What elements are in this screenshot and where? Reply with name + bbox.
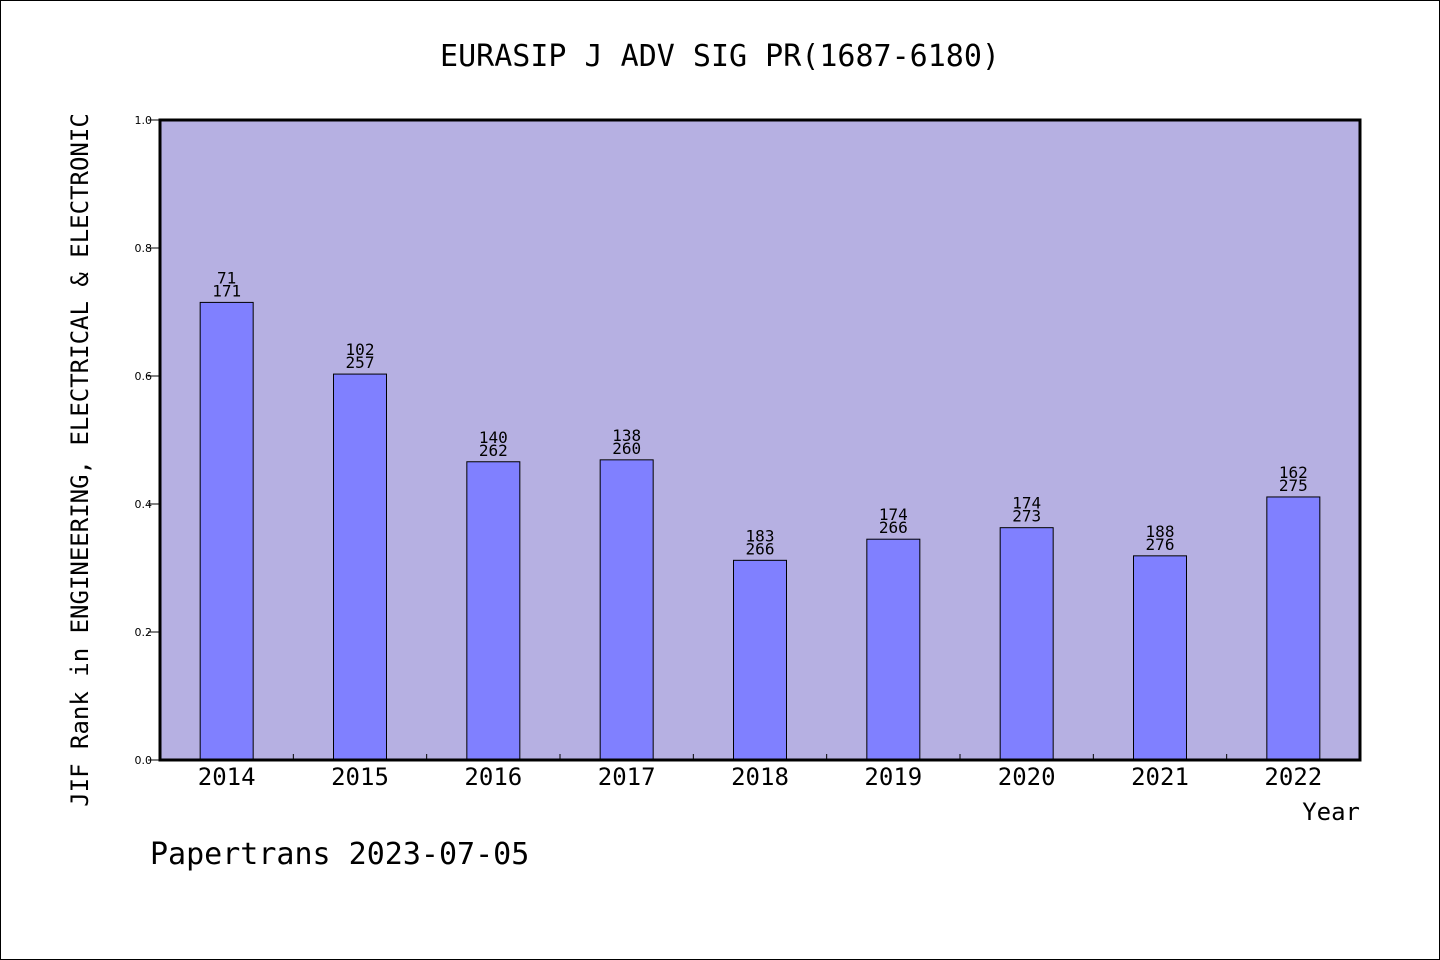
data-label-total-2017: 260 [612, 439, 641, 458]
bar-2022 [1266, 496, 1321, 761]
data-label-total-2015: 257 [346, 353, 375, 372]
bar-2018 [733, 559, 787, 761]
x-tick-label-2016: 2016 [464, 763, 522, 791]
data-label-rank-2015: 102 [346, 340, 375, 359]
data-label-rank-2022: 162 [1279, 463, 1308, 482]
data-label-rank-2021: 188 [1146, 522, 1175, 541]
x-tick-label-2014: 2014 [198, 763, 256, 791]
data-label-rank-2019: 174 [879, 505, 908, 524]
data-label-rank-2017: 138 [612, 426, 641, 445]
data-label-rank-2018: 183 [746, 526, 775, 545]
data-label-total-2020: 273 [1012, 507, 1041, 526]
data-label-total-2016: 262 [479, 441, 508, 460]
x-tick-label-2020: 2020 [998, 763, 1056, 791]
watermark-text: Papertrans 2023-07-05 [150, 837, 529, 872]
y-tick-label: 0.6 [135, 370, 153, 383]
bar-2020 [999, 527, 1054, 761]
plot-border [158, 118, 1362, 762]
y-tick-label: 1.0 [135, 114, 153, 127]
data-label-rank-2014: 71 [217, 268, 236, 287]
data-label-total-2022: 275 [1279, 476, 1308, 495]
y-axis-label: JIF Rank in ENGINEERING, ELECTRICAL & EL… [66, 113, 94, 807]
x-tick-label-2018: 2018 [731, 763, 789, 791]
x-axis-label: Year [1302, 798, 1360, 826]
bar-2016 [466, 461, 521, 761]
y-tick-label: 0.2 [135, 626, 153, 639]
x-tick-label-2015: 2015 [331, 763, 389, 791]
y-tick-label: 0.0 [135, 754, 153, 767]
bar-2017 [599, 459, 654, 761]
chart-title: EURASIP J ADV SIG PR(1687-6180) [440, 39, 1000, 74]
data-label-total-2021: 276 [1146, 535, 1175, 554]
x-tick-label-2022: 2022 [1264, 763, 1322, 791]
bar-2021 [1133, 555, 1187, 761]
y-tick-label: 0.4 [135, 498, 153, 511]
bar-2014 [199, 301, 254, 761]
data-label-rank-2020: 174 [1012, 494, 1041, 513]
x-tick-label-2017: 2017 [598, 763, 656, 791]
data-label-total-2014: 171 [212, 281, 241, 300]
data-label-total-2019: 266 [879, 518, 908, 537]
bar-2019 [866, 538, 921, 761]
x-tick-label-2019: 2019 [864, 763, 922, 791]
y-tick-label: 0.8 [135, 242, 153, 255]
x-tick-label-2021: 2021 [1131, 763, 1189, 791]
data-label-rank-2016: 140 [479, 428, 508, 447]
bar-2015 [333, 373, 387, 761]
data-label-total-2018: 266 [746, 539, 775, 558]
